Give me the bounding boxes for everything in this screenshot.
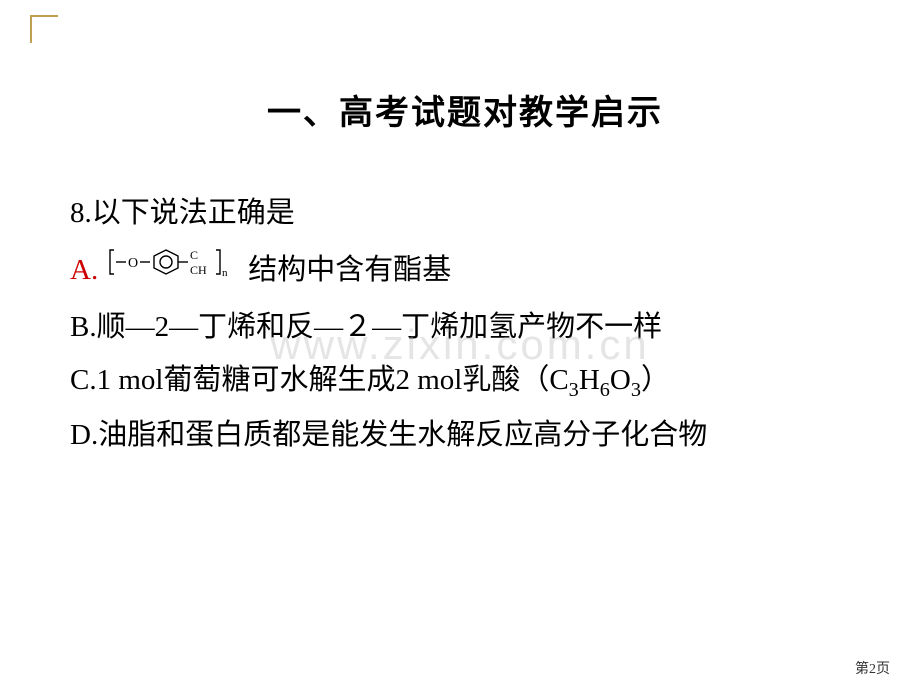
corner-decoration [30,15,58,43]
option-a-label: A. [70,246,98,295]
svg-text:C: C [190,248,198,262]
option-c-pre: C.1 mol葡萄糖可水解生成2 mol乳酸（C [70,364,569,396]
sub2: 6 [600,379,610,401]
option-c: C.1 mol葡萄糖可水解生成2 mol乳酸（C3H6O3） [70,356,860,407]
option-a-text: 结构中含有酯基 [248,246,451,295]
svg-text:CH: CH [190,263,207,277]
svg-text:O: O [128,256,138,271]
svg-text:n: n [222,267,228,279]
option-c-mid1: H [579,364,600,396]
option-c-mid2: O [610,364,631,396]
option-d: D.油脂和蛋白质都是能发生水解反应高分子化合物 [70,411,860,460]
option-a: A. O C CH n [70,242,860,298]
option-c-post: ） [641,364,670,396]
page-number: 第2页 [855,658,890,678]
sub3: 3 [631,379,641,401]
sub1: 3 [569,379,579,401]
chemical-structure-icon: O C CH n [108,242,238,298]
question-stem: 8.以下说法正确是 [70,189,860,238]
content-block: 8.以下说法正确是 A. O C CH n [70,189,860,460]
option-b: B.顺—2—丁烯和反—２—丁烯加氢产物不一样 [70,303,860,352]
slide-title: 一、高考试题对教学启示 [70,85,860,134]
